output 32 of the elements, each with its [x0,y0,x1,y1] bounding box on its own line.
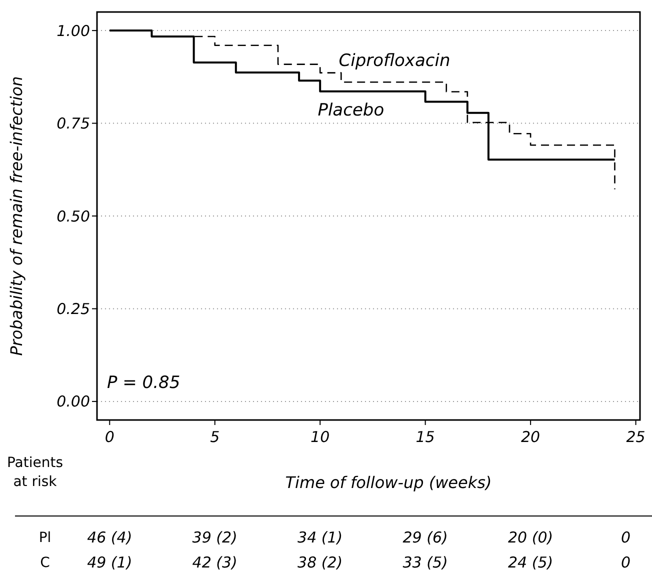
text: 42 (3) [192,553,238,572]
text: 0 [621,553,631,572]
text: 24 (5) [508,553,554,572]
text: 0 [621,528,631,546]
x-tick-label: 10 [310,428,330,446]
text: 49 (1) [87,553,132,572]
text: 33 (5) [402,553,448,572]
y-tick-label: 1.00 [56,22,90,40]
x-tick-label: 25 [626,428,646,446]
text: 20 (0) [508,528,554,546]
x-tick-label: 20 [521,428,540,446]
text: 39 (2) [192,528,238,546]
y-tick-label: 0.25 [56,300,90,318]
text: at risk [13,474,58,490]
y-tick-label: 0.50 [56,207,90,226]
y-axis-title: Probability of remain free-infection [7,76,26,356]
x-tick-label: 0 [104,428,114,446]
text: C [40,554,50,571]
text: 46 (4) [87,528,132,546]
series-label: Placebo [318,100,384,120]
x-tick-label: 15 [416,428,435,446]
y-tick-label: 0.75 [56,114,90,133]
text: 29 (6) [402,528,448,546]
x-tick-label: 5 [210,428,220,446]
text: 38 (2) [298,553,343,572]
text: Patients [6,455,64,471]
annotation: P = 0.85 [107,373,180,393]
text: Pl [38,530,52,546]
text: 34 (1) [298,528,343,546]
y-tick-label: 0.00 [56,392,90,411]
series-label: Ciprofloxacin [338,51,450,72]
x-axis-title: Time of follow-up (weeks) [285,473,492,492]
